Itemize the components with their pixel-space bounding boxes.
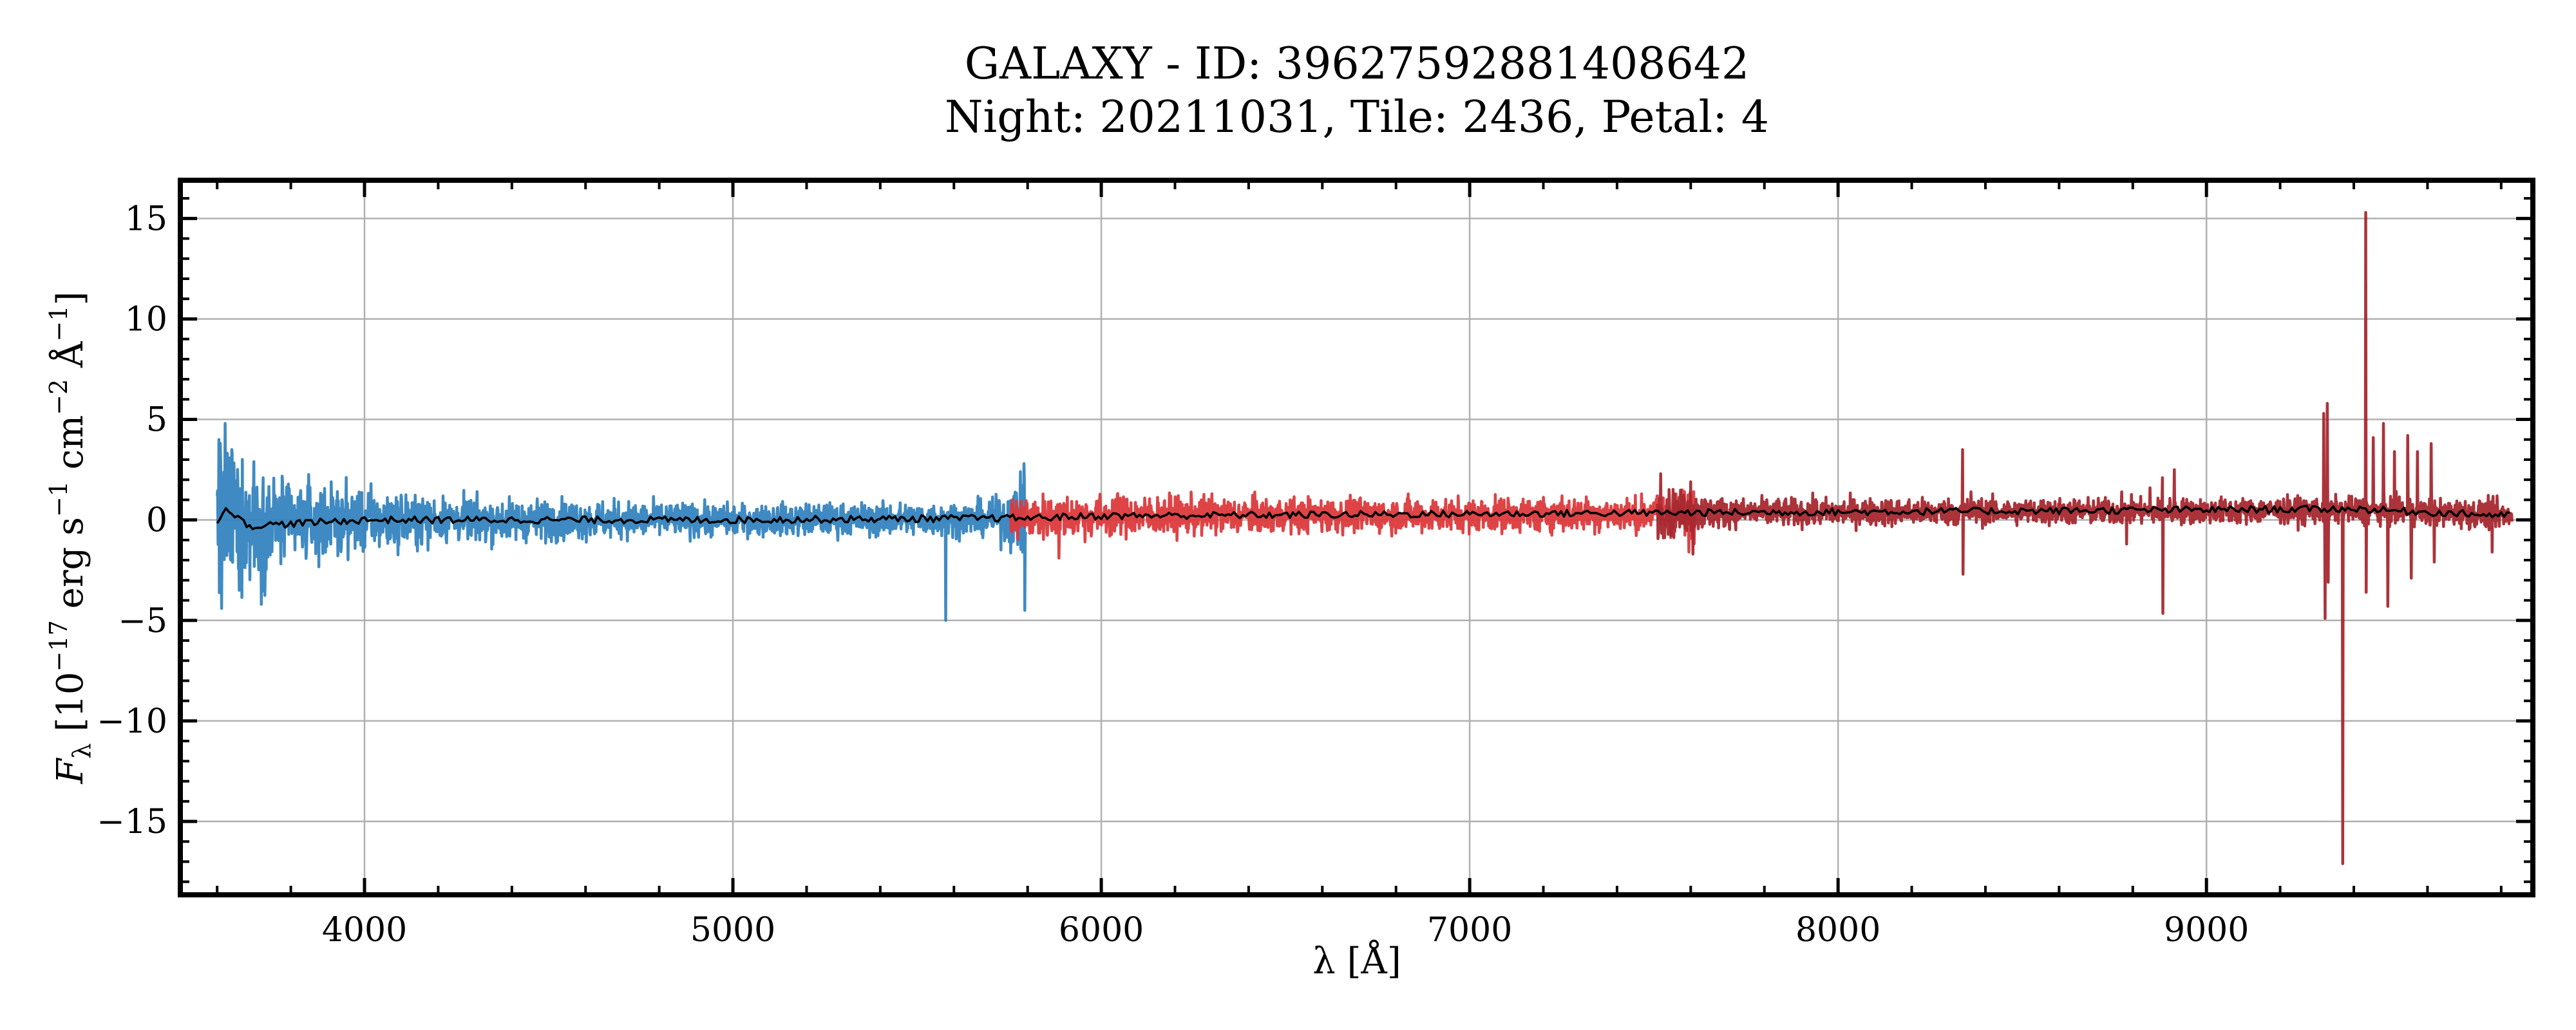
x-tick-label: 9000 bbox=[2164, 911, 2249, 950]
y-tick-label: 15 bbox=[125, 200, 167, 238]
y-tick-label: −15 bbox=[97, 803, 167, 841]
flux-series bbox=[1009, 488, 1698, 560]
y-tick-labels: −15 −10 −5 0 5 10 15 bbox=[97, 200, 167, 841]
axes-frame bbox=[178, 178, 2535, 897]
y-tick-label: 5 bbox=[146, 401, 167, 440]
x-tick-label: 5000 bbox=[690, 911, 775, 950]
flux-series bbox=[1656, 211, 2514, 865]
x-tick-label: 7000 bbox=[1427, 911, 1512, 950]
x-tick-label: 4000 bbox=[322, 911, 407, 950]
x-tick-label: 6000 bbox=[1059, 911, 1144, 950]
x-tick-label: 8000 bbox=[1795, 911, 1880, 950]
svg-text:Fλ [10−17 erg s−1 cm−2 Å−1]: Fλ [10−17 erg s−1 cm−2 Å−1] bbox=[44, 292, 96, 785]
chart-title: GALAXY - ID: 39627592881408642 bbox=[965, 39, 1750, 89]
y-tick-label: −10 bbox=[97, 702, 167, 741]
plot-area bbox=[215, 211, 2514, 865]
grid-lines bbox=[180, 180, 2533, 895]
y-tick-label: 0 bbox=[146, 501, 167, 540]
flux-series bbox=[215, 422, 1027, 623]
model-line bbox=[216, 504, 2510, 530]
x-tick-labels: 4000 5000 6000 7000 8000 9000 bbox=[322, 911, 2249, 950]
chart-subtitle: Night: 20211031, Tile: 2436, Petal: 4 bbox=[945, 92, 1769, 143]
y-axis-label: Fλ [10−17 erg s−1 cm−2 Å−1] bbox=[44, 292, 96, 785]
y-tick-label: −5 bbox=[118, 602, 167, 641]
axis-ticks bbox=[180, 180, 2533, 895]
y-tick-label: 10 bbox=[125, 300, 167, 339]
x-axis-label: λ [Å] bbox=[1312, 939, 1401, 982]
